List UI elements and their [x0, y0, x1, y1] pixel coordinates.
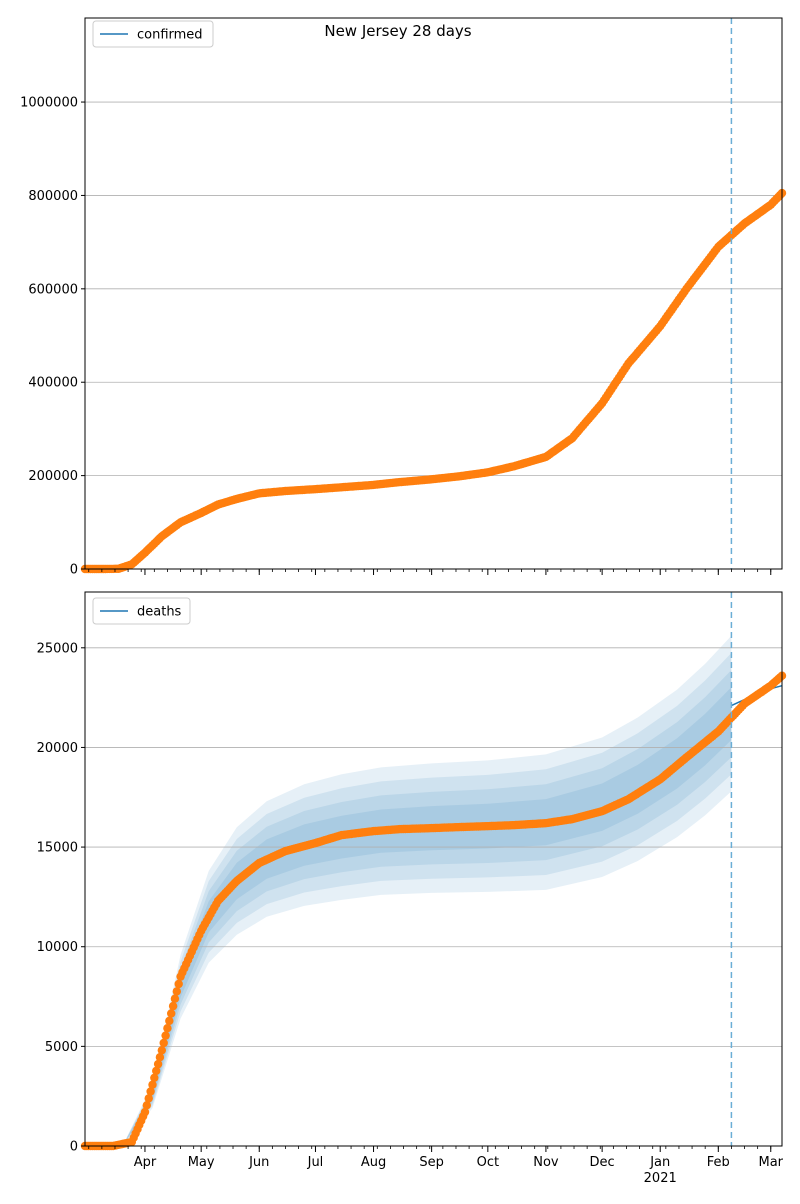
y-tick-label: 0 [70, 1140, 78, 1155]
x-tick-label: Dec [590, 1155, 615, 1170]
observed-point [148, 1080, 157, 1089]
observed-point [144, 1094, 153, 1103]
x-tick-label: Jan [649, 1155, 670, 1170]
y-tick-label: 1000000 [20, 96, 78, 111]
confirmed-legend: confirmed [92, 20, 214, 48]
observed-point [152, 1066, 161, 1076]
deaths-y-ticks: 0 5000 10000 15000 20000 25000 [37, 641, 85, 1155]
y-tick-label: 800000 [28, 189, 78, 204]
x-tick-label: Oct [477, 1155, 499, 1170]
confirmed-gridlines [85, 101, 782, 477]
x-tick-label: May [188, 1155, 215, 1170]
confirmed-lines [85, 192, 783, 570]
observed-point [140, 1107, 150, 1117]
x-tick-label: Nov [533, 1155, 559, 1170]
deaths-legend-box [92, 597, 191, 625]
confirmed-x-ticks [88, 569, 772, 575]
deaths-gridlines [85, 647, 782, 1047]
confirmed-panel: 0 200000 400000 600000 800000 1000000 confirm… [20, 17, 787, 578]
x-year-label: 2021 [644, 1171, 677, 1186]
observed-point [159, 1038, 168, 1048]
y-tick-label: 10000 [37, 940, 78, 955]
confirmed-y-ticks: 0 200000 400000 600000 800000 1000000 [20, 96, 85, 578]
figure-title: New Jersey 28 days [324, 22, 471, 40]
confirmed-legend-label: confirmed [137, 28, 203, 43]
confirmed-axes-frame [84, 17, 783, 570]
deaths-uncertainty-bands [122, 635, 732, 1146]
y-tick-label: 400000 [28, 376, 78, 391]
model-line [85, 192, 783, 570]
y-tick-label: 25000 [37, 641, 78, 656]
observed-point [167, 1009, 176, 1018]
observed-point [172, 987, 181, 996]
x-tick-label: Aug [361, 1155, 386, 1170]
uncertainty-band-3 [122, 670, 732, 1146]
deaths-points [80, 671, 787, 1151]
observed-point [174, 979, 183, 989]
deaths-panel: 0 5000 10000 15000 20000 25000 Apr May Jun Jul Au… [37, 591, 787, 1186]
observed-point [161, 1031, 170, 1040]
observed-point [163, 1023, 172, 1033]
y-tick-label: 200000 [28, 469, 78, 484]
deaths-axes-frame [84, 591, 783, 1147]
uncertainty-band-4 [122, 687, 732, 1146]
observed-point [153, 1059, 163, 1069]
y-tick-label: 20000 [37, 741, 78, 756]
deaths-x-ticks: Apr May Jun Jul Aug Sep Oct Nov Dec Jan Feb Mar 2021 [88, 1146, 784, 1186]
observed-point [170, 994, 180, 1003]
x-tick-label: Mar [758, 1155, 783, 1170]
x-tick-label: Jun [248, 1155, 269, 1170]
observed-point [155, 1053, 165, 1062]
deaths-legend: deaths [92, 597, 191, 625]
observed-point [157, 1046, 166, 1055]
y-tick-label: 0 [70, 563, 78, 578]
confirmed-legend-box [92, 20, 214, 48]
observed-point [146, 1087, 155, 1096]
observed-point [168, 1001, 178, 1011]
x-tick-label: Apr [134, 1155, 157, 1170]
confirmed-points [80, 188, 787, 574]
observed-point [165, 1016, 174, 1026]
uncertainty-band-1 [122, 635, 732, 1146]
x-tick-label: Feb [707, 1155, 730, 1170]
observed-point [150, 1073, 159, 1083]
uncertainty-band-2 [122, 652, 732, 1146]
y-tick-label: 15000 [37, 841, 78, 856]
y-tick-label: 5000 [45, 1040, 78, 1055]
x-tick-label: Sep [419, 1155, 444, 1170]
observed-point [142, 1101, 151, 1110]
y-tick-label: 600000 [28, 282, 78, 297]
deaths-legend-label: deaths [137, 605, 182, 620]
x-tick-label: Jul [307, 1155, 324, 1170]
